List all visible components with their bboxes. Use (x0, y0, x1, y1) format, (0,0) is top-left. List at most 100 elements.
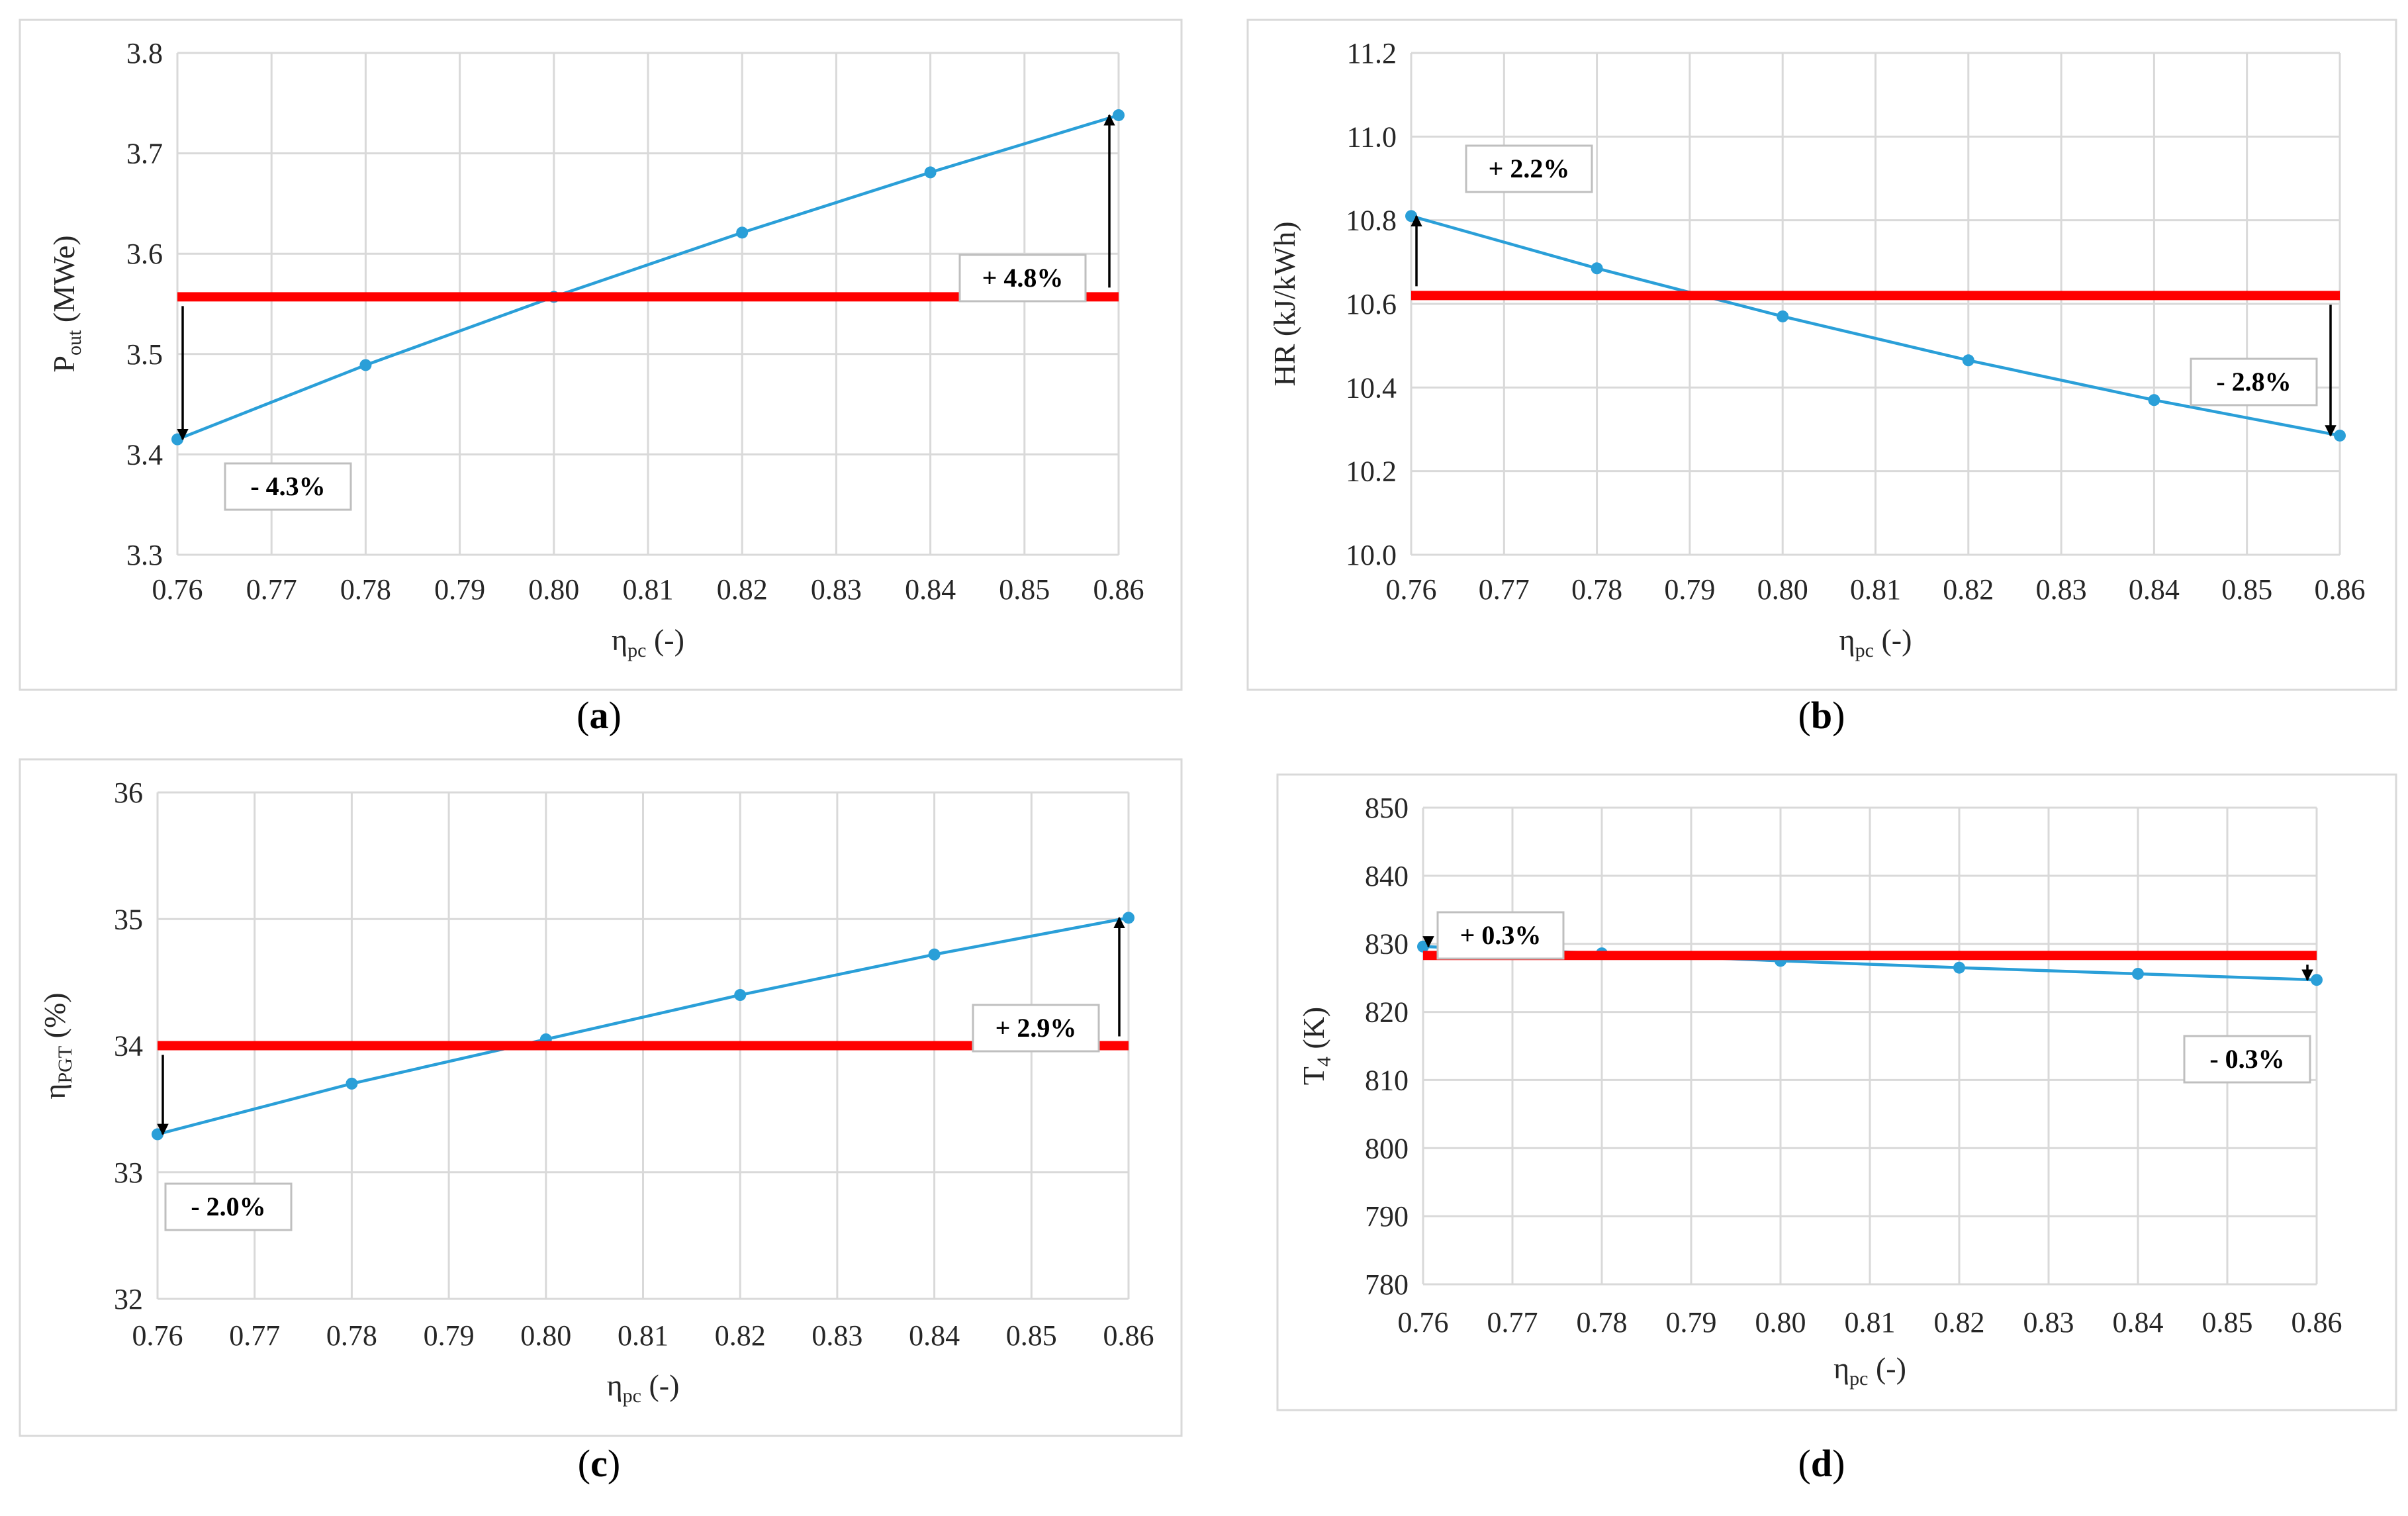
y-tick-label: 850 (1365, 792, 1409, 824)
x-tick-label: 0.79 (424, 1319, 475, 1352)
x-axis-label: ηpc (-) (1833, 1351, 1906, 1390)
chart-panel-b: 0.76 0.77 0.78 0.79 0.80 0.81 0.82 0.83 0.84 0.85… (1246, 19, 2397, 737)
y-tick-label: 35 (114, 903, 143, 935)
y-axis-label-part: (K) (1297, 1007, 1330, 1057)
caption-close-paren: ) (1832, 694, 1845, 737)
data-point (736, 226, 749, 239)
y-axis-label-part: (%) (38, 992, 71, 1045)
chart-panel-d: 0.76 0.77 0.78 0.79 0.80 0.81 0.82 0.83 0.84 0.85… (1276, 773, 2397, 1485)
annotation-box (2190, 357, 2318, 406)
x-axis-label-part: pc (627, 640, 646, 661)
y-axis-label-part: 4 (1313, 1057, 1335, 1066)
caption-close-paren: ) (1832, 1442, 1845, 1485)
y-tick-label: 10.4 (1346, 371, 1397, 404)
data-point (1953, 961, 1965, 974)
data-point (346, 1077, 358, 1090)
y-tick-label: 34 (114, 1030, 143, 1063)
x-tick-label: 0.85 (999, 573, 1050, 606)
y-tick-label: 830 (1365, 928, 1409, 961)
y-axis-label-part: out (64, 330, 85, 355)
x-tick-label: 0.76 (152, 573, 203, 606)
panel-frame (1276, 773, 2397, 1411)
y-tick-label: 810 (1365, 1064, 1409, 1096)
annotation-box (972, 1004, 1100, 1053)
caption-open-paren: ( (1798, 1442, 1811, 1485)
y-axis-label-part: HR (kJ/kWh) (1268, 221, 1301, 386)
x-tick-label: 0.82 (717, 573, 768, 606)
data-point (928, 948, 941, 961)
panel-caption: (c) (578, 1442, 620, 1485)
data-point (924, 166, 937, 179)
x-tick-label: 0.79 (434, 573, 485, 606)
panel-frame (1246, 19, 2397, 691)
y-axis-label-part: PGT (54, 1046, 76, 1084)
x-tick-label: 0.79 (1666, 1306, 1717, 1339)
caption-open-paren: ( (1798, 694, 1811, 737)
y-axis-label: Pout (MWe) (47, 235, 85, 372)
annotation-box (164, 1182, 293, 1231)
y-tick-label: 3.6 (126, 238, 163, 270)
x-axis-label-part: η (1833, 1351, 1849, 1385)
caption-open-paren: ( (577, 694, 589, 737)
x-tick-label: 0.83 (811, 1319, 862, 1352)
y-tick-label: 3.4 (126, 438, 163, 471)
x-tick-label: 0.77 (246, 573, 297, 606)
x-tick-label: 0.77 (229, 1319, 280, 1352)
y-tick-label: 3.5 (126, 338, 163, 371)
x-axis-label-part: pc (1855, 640, 1874, 661)
x-tick-label: 0.84 (909, 1319, 960, 1352)
annotation-label: + 2.9% (996, 1013, 1077, 1043)
x-tick-label: 0.86 (2292, 1306, 2342, 1339)
annotation-box (224, 462, 352, 511)
y-tick-label: 36 (114, 777, 143, 809)
x-tick-label: 0.85 (2202, 1306, 2253, 1339)
annotation-box (2183, 1035, 2311, 1084)
x-tick-label: 0.82 (715, 1319, 766, 1352)
data-point (1962, 354, 1974, 367)
x-tick-label: 0.83 (811, 573, 862, 606)
x-tick-label: 0.78 (1577, 1306, 1628, 1339)
x-axis-label-part: pc (623, 1385, 641, 1407)
caption-open-paren: ( (578, 1442, 590, 1485)
y-tick-label: 32 (114, 1283, 143, 1315)
x-tick-label: 0.78 (326, 1319, 377, 1352)
y-tick-label: 10.0 (1346, 539, 1397, 571)
data-point (2132, 967, 2144, 980)
x-tick-label: 0.83 (2036, 573, 2087, 606)
y-tick-label: 780 (1365, 1268, 1409, 1301)
data-point (1113, 109, 1125, 121)
panel-caption: (d) (1798, 1442, 1845, 1485)
data-point (2311, 974, 2323, 986)
x-axis-label: ηpc (-) (612, 623, 684, 661)
panel-caption: (b) (1798, 694, 1845, 737)
y-tick-label: 33 (114, 1157, 143, 1189)
x-tick-label: 0.80 (528, 573, 579, 606)
x-axis-label-part: (-) (1868, 1351, 1906, 1385)
caption-letter: c (590, 1442, 608, 1485)
y-tick-label: 3.8 (126, 37, 163, 70)
x-tick-label: 0.83 (2023, 1306, 2074, 1339)
x-tick-label: 0.78 (340, 573, 391, 606)
x-axis-label-part: (-) (1874, 623, 1912, 657)
data-point (734, 989, 747, 1001)
caption-close-paren: ) (608, 1442, 620, 1485)
x-tick-label: 0.86 (1103, 1319, 1154, 1352)
annotation-label: - 0.3% (2209, 1044, 2284, 1074)
y-tick-label: 3.7 (126, 138, 163, 170)
chart-panel-a: 0.76 0.77 0.78 0.79 0.80 0.81 0.82 0.83 0.84 0.85… (19, 19, 1183, 737)
x-axis-label: ηpc (-) (1839, 623, 1912, 661)
x-tick-label: 0.77 (1487, 1306, 1538, 1339)
annotation-label: + 4.8% (982, 263, 1064, 293)
y-tick-label: 3.3 (126, 539, 163, 571)
x-tick-label: 0.85 (1006, 1319, 1057, 1352)
data-point (1591, 262, 1603, 275)
y-tick-label: 10.8 (1346, 205, 1397, 237)
x-tick-label: 0.80 (520, 1319, 571, 1352)
annotation-label: - 2.0% (191, 1192, 265, 1221)
y-tick-label: 820 (1365, 996, 1409, 1029)
x-tick-label: 0.76 (1386, 573, 1437, 606)
y-tick-label: 10.6 (1346, 288, 1397, 320)
y-tick-label: 840 (1365, 860, 1409, 892)
x-tick-label: 0.81 (618, 1319, 669, 1352)
data-point (1777, 310, 1789, 322)
